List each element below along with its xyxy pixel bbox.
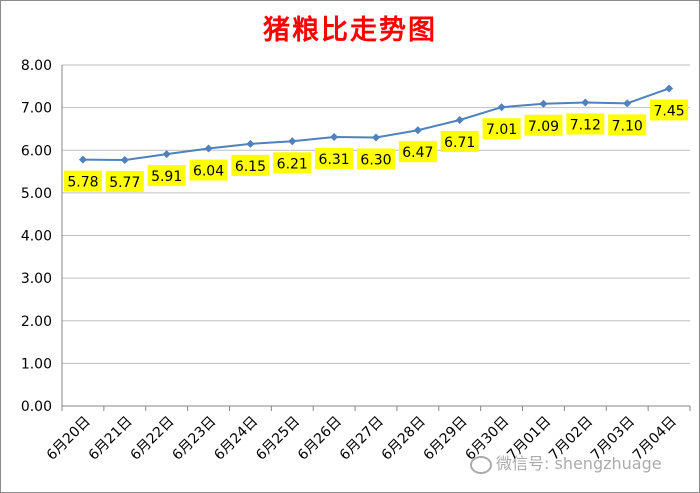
y-tick-label: 8.00 [21, 58, 52, 74]
x-tick-label: 6月28日 [379, 414, 429, 464]
data-label: 5.91 [151, 169, 182, 185]
data-label-bg [482, 118, 521, 140]
data-point [413, 126, 422, 135]
data-point [623, 99, 632, 108]
data-label-bg [440, 130, 479, 152]
data-label-bg [273, 152, 312, 174]
chart-title: 猪粮比走势图 [263, 15, 437, 46]
x-tick-label: 6月25日 [253, 414, 303, 464]
data-label: 6.15 [235, 159, 266, 175]
data-label: 6.71 [444, 135, 475, 151]
data-label-bg [524, 114, 563, 136]
data-point [288, 137, 297, 146]
x-tick-label: 6月27日 [337, 414, 387, 464]
x-tick-label: 6月29日 [421, 414, 471, 464]
data-point [539, 99, 548, 108]
data-point [330, 133, 339, 142]
y-tick-label: 4.00 [21, 229, 52, 245]
data-label: 7.12 [570, 118, 601, 134]
data-label-bg [566, 113, 605, 135]
x-tick-label: 6月24日 [211, 414, 261, 464]
data-label: 6.31 [319, 152, 350, 168]
y-tick-label: 3.00 [21, 271, 52, 287]
data-point [665, 84, 674, 93]
data-label: 7.45 [653, 103, 684, 119]
data-label-bg [147, 165, 186, 187]
wechat-icon [470, 455, 492, 474]
x-tick-label: 6月26日 [295, 414, 345, 464]
data-label-bg [231, 154, 270, 176]
data-point [372, 133, 380, 142]
y-tick-label: 7.00 [21, 101, 52, 117]
data-label: 6.47 [402, 145, 433, 161]
data-label-bg [315, 148, 354, 170]
watermark-text: 微信号: shengzhuage [496, 454, 662, 473]
x-tick-label: 6月20日 [44, 414, 94, 464]
data-label-bg [105, 171, 144, 193]
y-tick-label: 2.00 [21, 314, 52, 330]
data-label: 7.09 [528, 119, 559, 135]
data-point [78, 155, 87, 164]
data-point [120, 156, 129, 165]
data-label: 7.10 [612, 118, 643, 134]
data-label-bg [608, 114, 647, 136]
data-label-bg [650, 99, 689, 121]
y-tick-label: 0.00 [21, 399, 52, 415]
data-point [204, 144, 213, 153]
data-label: 6.21 [277, 156, 308, 172]
data-label-bg [398, 141, 437, 163]
data-point [497, 103, 506, 112]
data-label-bg [357, 148, 395, 170]
data-label-bg [63, 170, 102, 192]
data-point [581, 98, 590, 107]
data-label: 6.04 [193, 164, 224, 180]
data-point [455, 115, 464, 124]
data-point [246, 139, 255, 148]
watermark: 微信号: shengzhuage [470, 450, 662, 474]
y-tick-label: 5.00 [21, 186, 52, 202]
x-tick-label: 6月23日 [169, 414, 219, 464]
x-tick-label: 6月22日 [127, 414, 177, 464]
data-label: 5.78 [67, 175, 98, 191]
data-point [162, 150, 171, 159]
y-tick-label: 6.00 [21, 143, 52, 159]
data-label: 6.30 [360, 152, 391, 168]
data-label: 7.01 [486, 122, 517, 138]
y-tick-label: 1.00 [21, 356, 52, 372]
x-tick-label: 6月21日 [86, 414, 136, 464]
data-label-bg [189, 159, 228, 181]
data-label: 5.77 [109, 175, 140, 191]
